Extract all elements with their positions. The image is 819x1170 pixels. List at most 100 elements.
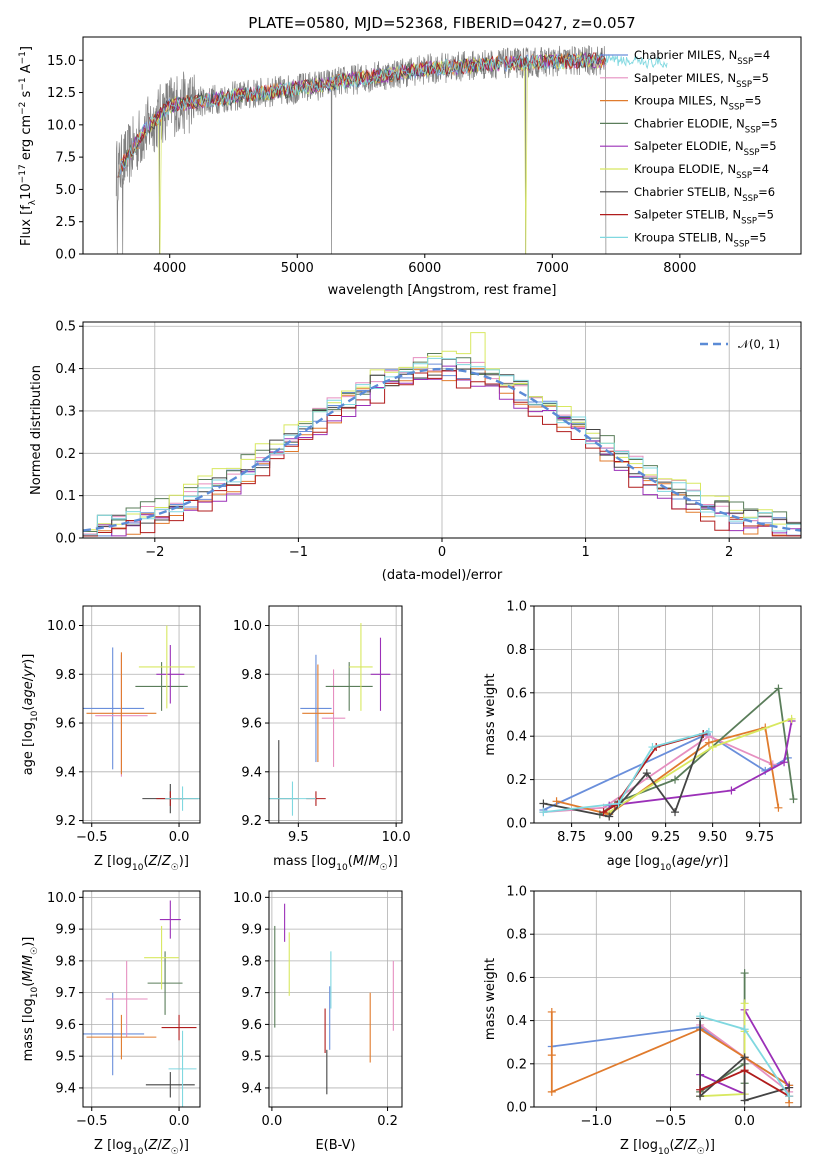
label-part: ☉ [697, 1147, 705, 1157]
axes-frame [533, 890, 802, 1108]
x-tick-label: −0.5 [76, 1114, 108, 1129]
label-part: ( [143, 854, 148, 869]
y-tick-label: 9.9 [55, 923, 76, 938]
point-marker [671, 775, 680, 784]
series [605, 717, 796, 810]
y-tick-label: 0.0 [55, 532, 76, 547]
legend-model-name: Salpeter MILES [634, 71, 720, 85]
y-tick-label: 9.7 [55, 986, 76, 1001]
y-tick-label: 9.6 [55, 1018, 76, 1033]
label-part: yr [704, 854, 720, 869]
y-axis-label: mass [log10(M/M☉)] [21, 937, 40, 1062]
legend-nssp-value: =5 [749, 230, 766, 244]
legend-nssp-value: =5 [760, 139, 777, 153]
series-line [543, 731, 710, 813]
legend-nssp-prefix: , N [721, 48, 737, 62]
x-tick-label: 10.0 [382, 830, 411, 845]
x-tick-label: 1 [581, 545, 589, 560]
x-tick-label: 9.25 [651, 830, 680, 845]
x-axis-label: Z [log10(Z/Z☉)] [620, 1138, 715, 1157]
plot-area [269, 623, 391, 823]
legend-nssp-prefix: , N [728, 139, 744, 153]
point-marker [704, 727, 713, 736]
legend-model-name: Salpeter ELODIE [634, 139, 728, 153]
x-axis-label: Z [log10(Z/Z☉)] [94, 854, 189, 873]
label-part: )] [179, 1138, 189, 1153]
legend-entry: Salpeter STELIB, NSSP=5 [634, 208, 774, 227]
errorbar-point [86, 1014, 157, 1060]
series [539, 727, 713, 817]
label-part: 10 [30, 986, 40, 998]
y-tick-label: 0.2 [506, 773, 527, 788]
errorbar-point [83, 992, 145, 1076]
label-part: / [157, 1138, 162, 1153]
y-tick-label: 10.0 [233, 891, 262, 906]
errorbar-point [83, 647, 145, 770]
label-part: 10 [660, 863, 672, 873]
y-axis-label: mass weight [483, 673, 498, 755]
label-part: Z [log [620, 1138, 658, 1153]
errorbar-point [145, 1072, 195, 1098]
panel-mass-vs-Z: −0.5 0.09.49.59.69.79.89.910.0Z [log10(Z/… [21, 890, 201, 1157]
errorbar-point [349, 623, 373, 711]
panel-massweight-vs-age: 8.75 9.00 9.25 9.50 9.75 0.0 0.2 0.4 0.6 0.8 1.0 ag… [483, 600, 802, 873]
x-tick-label: −0.5 [655, 1114, 687, 1129]
point-marker [740, 1025, 749, 1034]
errorbar-point [86, 652, 157, 775]
point-marker [740, 969, 749, 978]
point-marker [787, 714, 796, 723]
label-part: 10 [30, 710, 40, 722]
y-tick-label: 9.6 [241, 717, 262, 732]
y-tick-label: 9.8 [241, 668, 262, 683]
legend-entry: Kroupa MILES, NSSP=5 [634, 94, 761, 113]
label-part: mass [log [273, 854, 336, 869]
legend-nssp-prefix: , N [720, 71, 736, 85]
legend-nssp-prefix: , N [720, 162, 736, 176]
point-marker [740, 1096, 749, 1105]
legend-nssp-value: =5 [761, 116, 778, 130]
legend-nssp-sub: SSP [729, 103, 745, 113]
point-marker [774, 803, 783, 812]
x-tick-label: 9.5 [288, 830, 309, 845]
x-axis-label: (data-model)/error [382, 568, 503, 583]
label-part: / [21, 676, 36, 681]
y-tick-label: 0.8 [506, 643, 527, 658]
legend-nssp-value: =4 [753, 48, 770, 62]
point-marker [704, 738, 713, 747]
x-tick-label: 0.0 [169, 830, 190, 845]
legend-nssp-sub: SSP [734, 239, 750, 249]
errorbar-point [370, 637, 391, 711]
y-tick-label: 10.0 [47, 891, 76, 906]
errorbar-point [147, 951, 183, 1015]
errorbar-point [269, 781, 316, 816]
axes-frame [82, 36, 802, 255]
point-marker [671, 808, 680, 817]
x-tick-label: 0.2 [377, 1114, 398, 1129]
errorbar-point [144, 925, 180, 990]
x-tick-label: −1 [289, 545, 308, 560]
y-tick-label: 0.0 [506, 1101, 527, 1116]
series [696, 1012, 794, 1101]
axes-frame [82, 321, 802, 539]
x-tick-label: 4000 [153, 261, 186, 276]
y-tick-label: 7.5 [55, 151, 76, 166]
label-part: ☉ [380, 863, 388, 873]
axes-frame [268, 890, 403, 1108]
label-part: / [157, 854, 162, 869]
y-tick-label: 9.8 [55, 668, 76, 683]
y-tick-label: 9.4 [241, 765, 262, 780]
y-tick-label: 0.3 [55, 404, 76, 419]
y-tick-label: 0.1 [55, 489, 76, 504]
label-part: ( [669, 1138, 674, 1153]
x-tick-label: 0.0 [734, 1114, 755, 1129]
label-part: Z [148, 1138, 159, 1153]
series-line [608, 717, 792, 813]
label-part: Z [log [94, 854, 132, 869]
point-marker [785, 1083, 794, 1092]
errorbar-point [300, 654, 332, 763]
label-part: M [21, 970, 36, 981]
panel-age-vs-Z: −0.5 0.09.29.49.69.810.0Z [log10(Z/Z☉)]ag… [21, 605, 201, 873]
legend-nssp-value: =5 [744, 94, 761, 108]
